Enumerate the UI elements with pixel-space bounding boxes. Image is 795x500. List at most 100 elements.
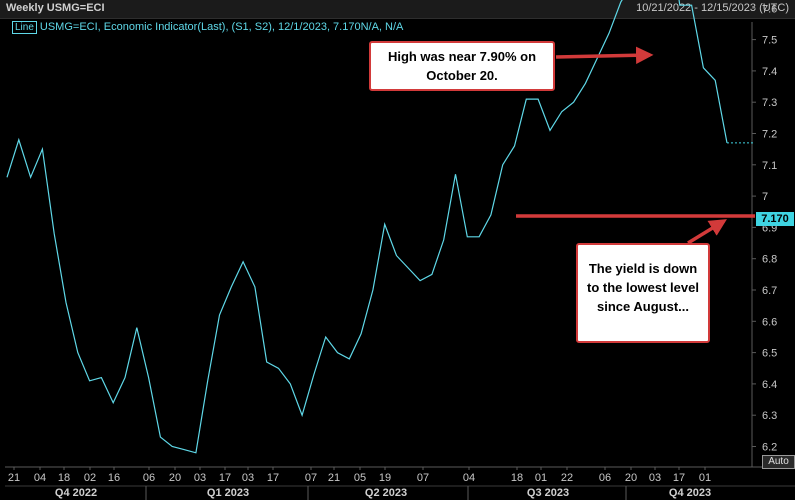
data-point: [135, 326, 138, 329]
current-price-label: 7.170: [756, 212, 794, 226]
data-point: [65, 301, 68, 304]
x-tick-label: 21: [328, 472, 340, 484]
series-line: [6, 0, 728, 454]
data-point: [112, 401, 115, 404]
data-point: [348, 357, 351, 360]
x-tick-label: 07: [305, 472, 317, 484]
data-point: [336, 351, 339, 354]
data-point: [159, 436, 162, 439]
data-point: [690, 4, 693, 7]
x-tick-label: 21: [8, 472, 20, 484]
x-tick-label: 03: [194, 472, 206, 484]
data-point: [124, 376, 127, 379]
data-point: [100, 376, 103, 379]
x-tick-label: 05: [354, 472, 366, 484]
quarter-label: Q1 2023: [207, 487, 249, 499]
data-point: [584, 82, 587, 85]
x-tick-label: 22: [561, 472, 573, 484]
y-tick-label: 7.1: [762, 160, 777, 172]
date-range: 10/21/2022 - 12/15/2023 (UTC): [636, 2, 789, 14]
data-point: [371, 289, 374, 292]
data-point: [6, 176, 9, 179]
x-tick-label: 16: [108, 472, 120, 484]
data-point: [324, 336, 327, 339]
legend-line-tag[interactable]: Line: [12, 21, 37, 34]
x-tick-label: 06: [143, 472, 155, 484]
y-tick-label: 6.8: [762, 254, 777, 266]
auto-scale-button[interactable]: Auto: [762, 455, 795, 469]
chart-header: Weekly USMG=ECI 10/21/2022 - 12/15/2023 …: [0, 0, 795, 19]
annotation-low: The yield is down to the lowest level si…: [576, 243, 710, 343]
y-tick-label: 7: [762, 191, 768, 203]
x-tick-label: 01: [699, 472, 711, 484]
y-tick-label: 7.5: [762, 35, 777, 47]
y-tick-label: 7.3: [762, 97, 777, 109]
data-point: [702, 66, 705, 69]
legend-text: USMG=ECI, Economic Indicator(Last), (S1,…: [39, 21, 404, 33]
data-point: [549, 129, 552, 132]
data-point: [206, 379, 209, 382]
x-tick-label: 04: [463, 472, 475, 484]
data-point: [383, 223, 386, 226]
y-tick-label: 6.7: [762, 285, 777, 297]
x-tick-label: 01: [535, 472, 547, 484]
x-tick-label: 18: [511, 472, 523, 484]
data-point: [501, 163, 504, 166]
chart-title: Weekly USMG=ECI: [6, 2, 105, 14]
x-tick-label: 03: [242, 472, 254, 484]
data-point: [430, 273, 433, 276]
data-point: [183, 448, 186, 451]
data-point: [525, 98, 528, 101]
data-point: [466, 235, 469, 238]
data-point: [489, 213, 492, 216]
data-point: [608, 32, 611, 35]
annotation-arrow-low: [687, 219, 727, 245]
data-point: [41, 148, 44, 151]
annotation-arrow-high: [555, 46, 654, 65]
data-point: [88, 379, 91, 382]
x-tick-label: 03: [649, 472, 661, 484]
x-tick-label: 20: [625, 472, 637, 484]
x-tick-label: 04: [34, 472, 46, 484]
data-point: [194, 451, 197, 454]
data-point: [147, 376, 150, 379]
x-tick-label: 17: [219, 472, 231, 484]
annotation-high: High was near 7.90% on October 20.: [369, 41, 555, 91]
y-tick-label: 7.6: [762, 3, 777, 15]
data-point: [572, 101, 575, 104]
data-point: [253, 285, 256, 288]
x-tick-label: 02: [84, 472, 96, 484]
x-tick-label: 06: [599, 472, 611, 484]
data-point: [301, 414, 304, 417]
series-legend[interactable]: Line USMG=ECI, Economic Indicator(Last), …: [12, 21, 403, 34]
y-tick-label: 6.5: [762, 348, 777, 360]
data-point: [218, 314, 221, 317]
y-tick-label: 6.4: [762, 379, 777, 391]
data-point: [560, 110, 563, 113]
data-point: [312, 373, 315, 376]
x-tick-label: 20: [169, 472, 181, 484]
x-tick-label: 18: [58, 472, 70, 484]
data-point: [478, 235, 481, 238]
data-point: [53, 232, 56, 235]
data-point: [537, 98, 540, 101]
y-tick-label: 7.4: [762, 66, 777, 78]
data-point: [265, 361, 268, 364]
data-point: [289, 382, 292, 385]
x-tick-label: 07: [417, 472, 429, 484]
data-point: [17, 138, 20, 141]
y-tick-label: 7.2: [762, 129, 777, 141]
y-tick-label: 6.3: [762, 410, 777, 422]
quarter-label: Q4 2022: [55, 487, 97, 499]
data-point: [678, 4, 681, 7]
data-point: [419, 279, 422, 282]
quarter-label: Q4 2023: [669, 487, 711, 499]
x-tick-label: 17: [267, 472, 279, 484]
x-tick-label: 17: [673, 472, 685, 484]
quarter-label: Q3 2023: [527, 487, 569, 499]
data-point: [714, 79, 717, 82]
data-point: [442, 238, 445, 241]
data-point: [76, 351, 79, 354]
